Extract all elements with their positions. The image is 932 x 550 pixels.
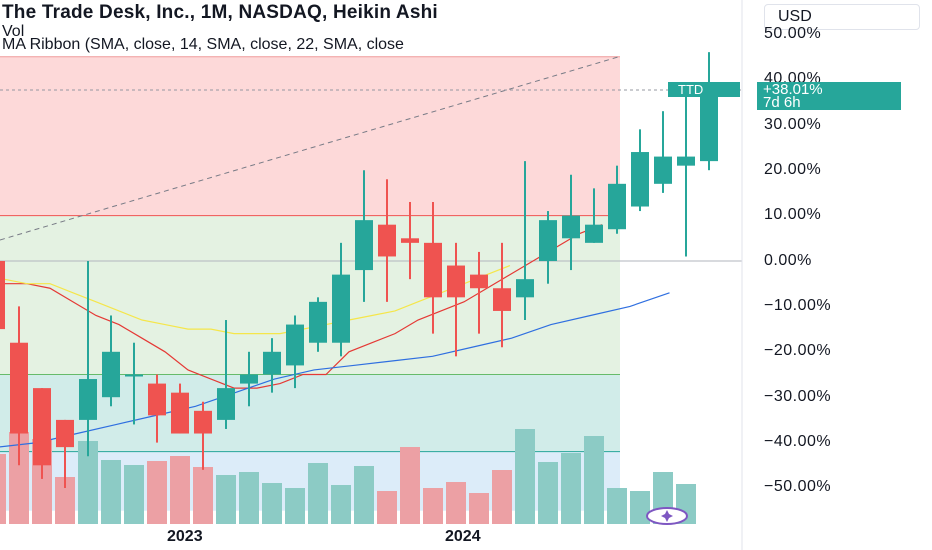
candle-body (240, 374, 258, 384)
volume-bar (469, 493, 489, 524)
candle-body (0, 261, 5, 330)
sparkle-icon[interactable] (646, 507, 688, 525)
candle-body (33, 388, 51, 466)
y-tick: 20.00% (764, 161, 822, 178)
volume-bar (124, 465, 144, 524)
volume-bar (561, 453, 581, 524)
volume-bar (607, 488, 627, 524)
volume-bar (170, 456, 190, 524)
y-tick: 0.00% (764, 252, 812, 269)
candle-body (631, 152, 649, 207)
candle-body (677, 156, 695, 166)
volume-bar (423, 488, 443, 524)
candle-body (654, 156, 672, 184)
volume-legend: Vol (2, 23, 25, 40)
candle-body (125, 374, 143, 377)
candle-body (102, 351, 120, 398)
volume-bar (239, 472, 259, 524)
last-price-tag: +38.01% 7d 6h (757, 82, 901, 110)
volume-bar (55, 477, 75, 524)
volume-bar (285, 488, 305, 524)
volume-bar (308, 463, 328, 524)
y-tick: −40.00% (764, 433, 832, 450)
x-tick-2024: 2024 (445, 528, 481, 545)
zone-band (0, 56, 620, 216)
candle-body (401, 238, 419, 243)
volume-bar (9, 432, 29, 524)
volume-bar (193, 467, 213, 524)
volume-bar (515, 429, 535, 524)
x-tick-2023: 2023 (167, 528, 203, 545)
volume-bar (354, 466, 374, 524)
candle-body (585, 224, 603, 243)
candle-body (332, 274, 350, 343)
candle-body (263, 351, 281, 375)
ticker-label: TTD (668, 82, 740, 97)
y-tick: 30.00% (764, 116, 822, 133)
volume-bar (492, 470, 512, 524)
volume-bar (147, 461, 167, 524)
candle-body (194, 410, 212, 434)
volume-bar (331, 485, 351, 524)
y-tick: −20.00% (764, 342, 832, 359)
candle-body (470, 274, 488, 289)
currency-selector[interactable]: USD (764, 4, 920, 30)
ma-ribbon-legend: MA Ribbon (SMA, close, 14, SMA, close, 2… (2, 36, 404, 53)
y-tick: 50.00% (764, 25, 822, 42)
candle-body (56, 419, 74, 448)
volume-bar (400, 447, 420, 524)
y-tick: −10.00% (764, 297, 832, 314)
candle-body (516, 279, 534, 298)
candle-body (424, 242, 442, 298)
volume-bar (101, 460, 121, 524)
candle-body (171, 392, 189, 434)
candle-body (148, 383, 166, 416)
volume-bar (630, 491, 650, 524)
volume-bar (216, 475, 236, 524)
candle-body (217, 388, 235, 420)
volume-bar (446, 482, 466, 524)
candle-body (309, 301, 327, 343)
candle-body (562, 215, 580, 239)
volume-bar (377, 491, 397, 524)
last-price-value: +38.01% (763, 81, 823, 98)
candle-body (286, 324, 304, 366)
volume-bar (0, 454, 6, 524)
candle-body (355, 220, 373, 271)
volume-bar (262, 483, 282, 524)
candle-body (447, 265, 465, 298)
candle-body (700, 88, 718, 162)
chart-title: The Trade Desk, Inc., 1M, NASDAQ, Heikin… (2, 2, 438, 23)
bar-countdown: 7d 6h (763, 94, 801, 111)
candle-body (10, 342, 28, 434)
volume-bar (584, 436, 604, 524)
candle-body (378, 224, 396, 257)
volume-bar (538, 462, 558, 524)
y-tick: 10.00% (764, 206, 822, 223)
y-tick: −30.00% (764, 388, 832, 405)
candle-body (79, 379, 97, 420)
candle-body (539, 220, 557, 261)
y-tick: −50.00% (764, 478, 832, 495)
candle-body (493, 288, 511, 311)
candle-body (608, 183, 626, 230)
ma-long-line (0, 292, 670, 448)
volume-bar (78, 441, 98, 524)
